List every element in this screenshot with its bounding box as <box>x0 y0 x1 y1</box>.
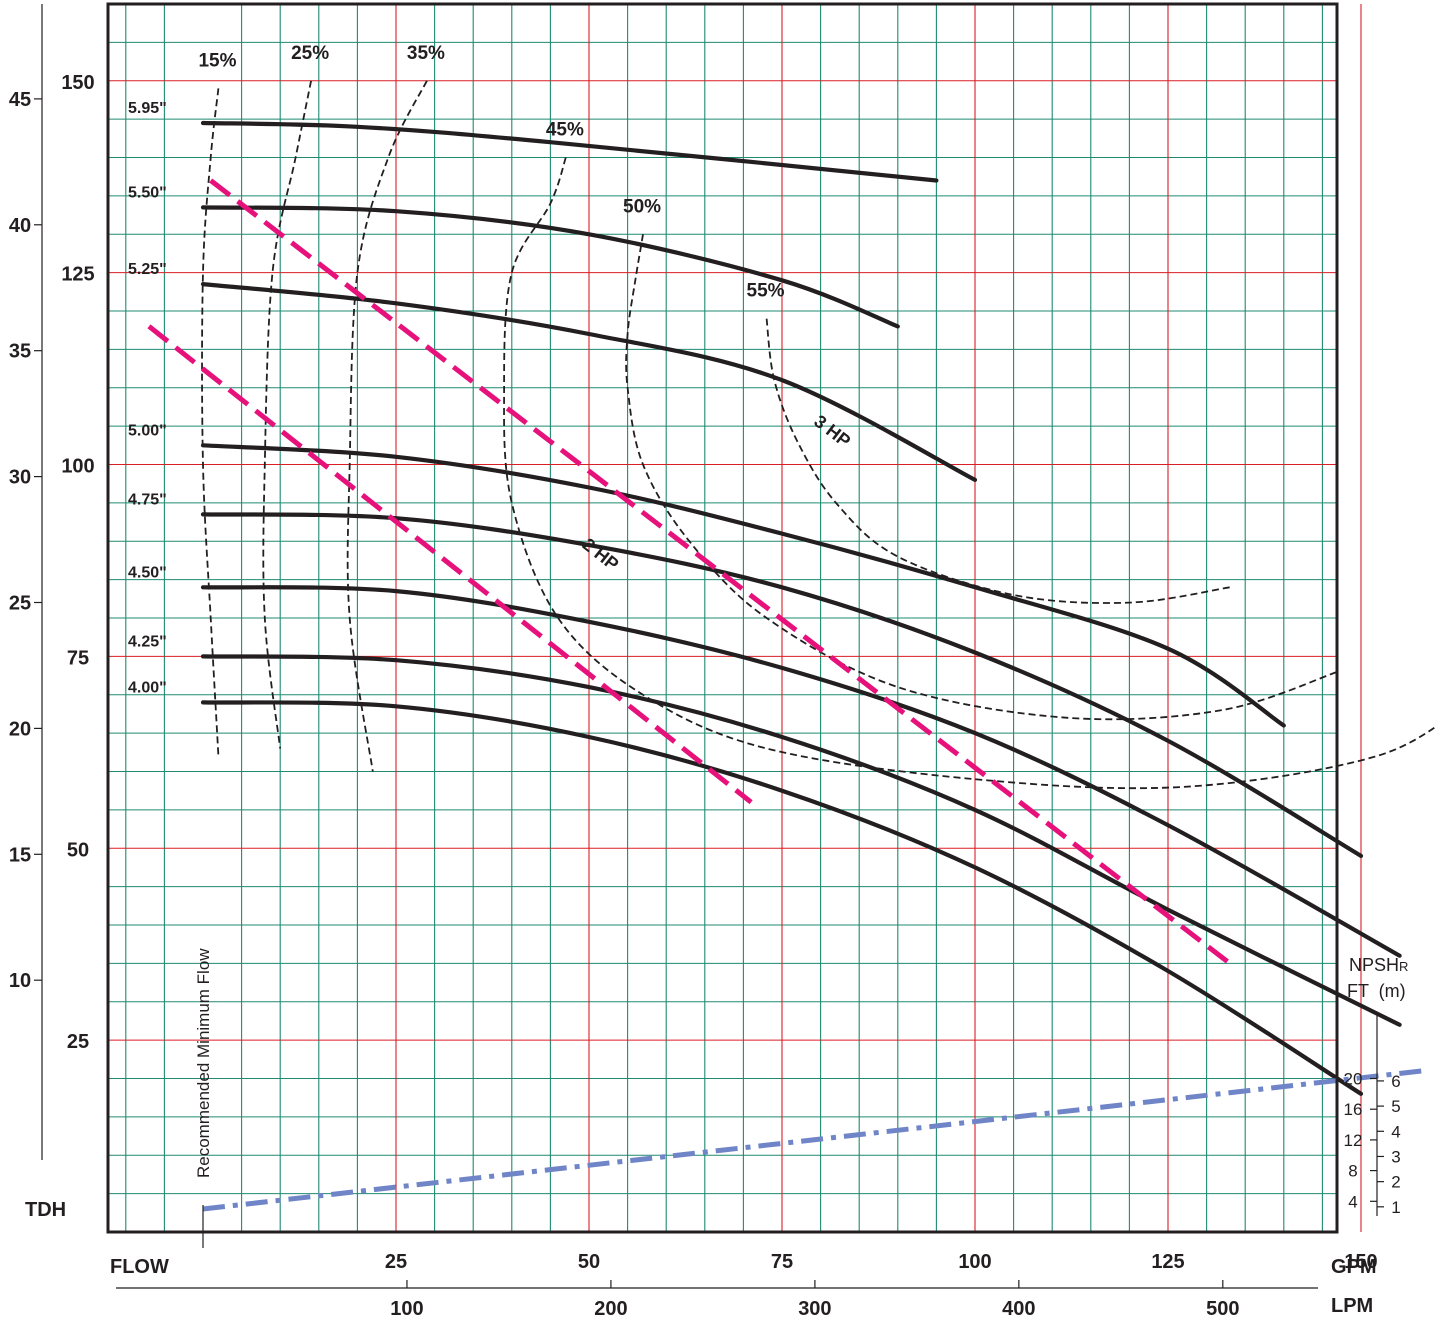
impeller-curve-4-25 <box>200 654 1402 1027</box>
impeller-label-5-50: 5.50" <box>128 184 167 201</box>
impeller-label-4-75: 4.75" <box>128 491 167 508</box>
impeller-curves: 5.95" 5.50" 5.25" 5.00" 4.75" 4.50" 4.25" 4.00" <box>128 100 1402 1096</box>
lpm-tick-label-400: 400 <box>1002 1298 1035 1319</box>
tdh-ft-tick-label-125: 125 <box>61 264 94 286</box>
efficiency-curve-50 <box>625 234 1339 721</box>
gpm-tick-label-100: 100 <box>958 1251 991 1273</box>
efficiency-label-25: 25% <box>291 43 329 64</box>
lpm-tick-label-300: 300 <box>798 1298 831 1319</box>
impeller-curve-5-95 <box>200 120 939 183</box>
tdh-ft-tick-label-25: 25 <box>67 1031 89 1053</box>
npsh-m-tick-label-5: 5 <box>1391 1097 1400 1116</box>
min-flow-label: Recommended Minimum Flow <box>194 948 213 1178</box>
efficiency-curve-15 <box>201 88 220 757</box>
npsh-title-main: NPSH <box>1349 955 1399 975</box>
impeller-curve-5-00 <box>200 443 1286 728</box>
impeller-curve-5-50 <box>200 205 900 329</box>
impeller-label-4-50: 4.50" <box>128 564 167 581</box>
tdh-ft-tick-label-150: 150 <box>61 72 94 94</box>
flow-label: FLOW <box>110 1256 169 1278</box>
efficiency-label-50: 50% <box>623 196 661 217</box>
efficiency-curve-45 <box>503 157 1436 790</box>
tdh-label: TDH <box>25 1199 66 1221</box>
efficiency-curve-25 <box>262 80 312 749</box>
npsh-curve <box>202 1068 1424 1212</box>
efficiency-label-45: 45% <box>546 120 584 141</box>
npsh-title: NPSHR <box>1349 955 1408 975</box>
tdh-m-tick-label-30: 30 <box>9 467 31 489</box>
npsh-ft-tick-label-20: 20 <box>1344 1070 1363 1089</box>
npsh-ft-tick-label-12: 12 <box>1344 1131 1363 1150</box>
efficiency-curve-55 <box>765 318 1230 604</box>
impeller-label-5-00: 5.00" <box>128 422 167 439</box>
tdh-m-tick-label-20: 20 <box>9 718 31 740</box>
npsh-title-subscript: R <box>1399 959 1408 974</box>
gpm-tick-label-50: 50 <box>578 1251 600 1273</box>
impeller-curve-4-00 <box>200 700 1364 1096</box>
plot-frame <box>106 2 1339 1234</box>
npsh-ft-tick-label-8: 8 <box>1348 1162 1357 1181</box>
impeller-label-5-95: 5.95" <box>128 100 167 117</box>
tdh-m-tick-label-35: 35 <box>9 341 31 363</box>
impeller-label-4-25: 4.25" <box>128 633 167 650</box>
power-line-2-hp <box>147 324 753 805</box>
efficiency-curve-35 <box>346 80 428 772</box>
npsh-m-tick-label-4: 4 <box>1391 1122 1400 1141</box>
tdh-m-tick-label-15: 15 <box>9 844 31 866</box>
gpm-tick-label-150: 150 <box>1344 1251 1377 1273</box>
npsh-units: FT (m) <box>1347 981 1406 1001</box>
npsh-ft-tick-label-4: 4 <box>1348 1192 1357 1211</box>
gpm-tick-label-75: 75 <box>771 1251 793 1273</box>
efficiency-label-15: 15% <box>198 50 236 71</box>
tdh-m-tick-label-25: 25 <box>9 592 31 614</box>
npsh-line <box>202 1068 1424 1212</box>
efficiency-curves: 15% 25% 35% 45% 50% 55% <box>198 43 1436 790</box>
npsh-ft-tick-label-16: 16 <box>1344 1100 1363 1119</box>
lpm-tick-label-100: 100 <box>390 1298 423 1319</box>
npsh-m-tick-label-1: 1 <box>1391 1198 1400 1217</box>
lpm-unit-label: LPM <box>1331 1295 1373 1317</box>
efficiency-label-35: 35% <box>407 43 445 64</box>
tdh-ft-tick-label-100: 100 <box>61 456 94 478</box>
tdh-ft-tick-label-75: 75 <box>67 647 89 669</box>
impeller-label-5-25: 5.25" <box>128 261 167 278</box>
tdh-m-tick-label-45: 45 <box>9 89 31 111</box>
tdh-m-tick-label-40: 40 <box>9 215 31 237</box>
gpm-tick-label-125: 125 <box>1151 1251 1184 1273</box>
impeller-curve-5-25 <box>200 282 978 482</box>
impeller-curve-4-75 <box>200 512 1364 858</box>
npsh-m-tick-label-6: 6 <box>1391 1072 1400 1091</box>
impeller-curve-4-50 <box>200 585 1402 958</box>
tdh-m-tick-label-10: 10 <box>9 970 31 992</box>
lpm-tick-label-500: 500 <box>1206 1298 1239 1319</box>
power-line-3-hp <box>209 178 1232 966</box>
lpm-tick-label-200: 200 <box>594 1298 627 1319</box>
npsh-m-tick-label-3: 3 <box>1391 1147 1400 1166</box>
impeller-label-4-00: 4.00" <box>128 679 167 696</box>
npsh-m-tick-label-2: 2 <box>1391 1173 1400 1192</box>
gpm-tick-label-25: 25 <box>385 1251 407 1273</box>
efficiency-label-55: 55% <box>747 281 785 302</box>
gpm-unit-label: GPM <box>1331 1256 1377 1278</box>
tdh-ft-tick-label-50: 50 <box>67 839 89 861</box>
